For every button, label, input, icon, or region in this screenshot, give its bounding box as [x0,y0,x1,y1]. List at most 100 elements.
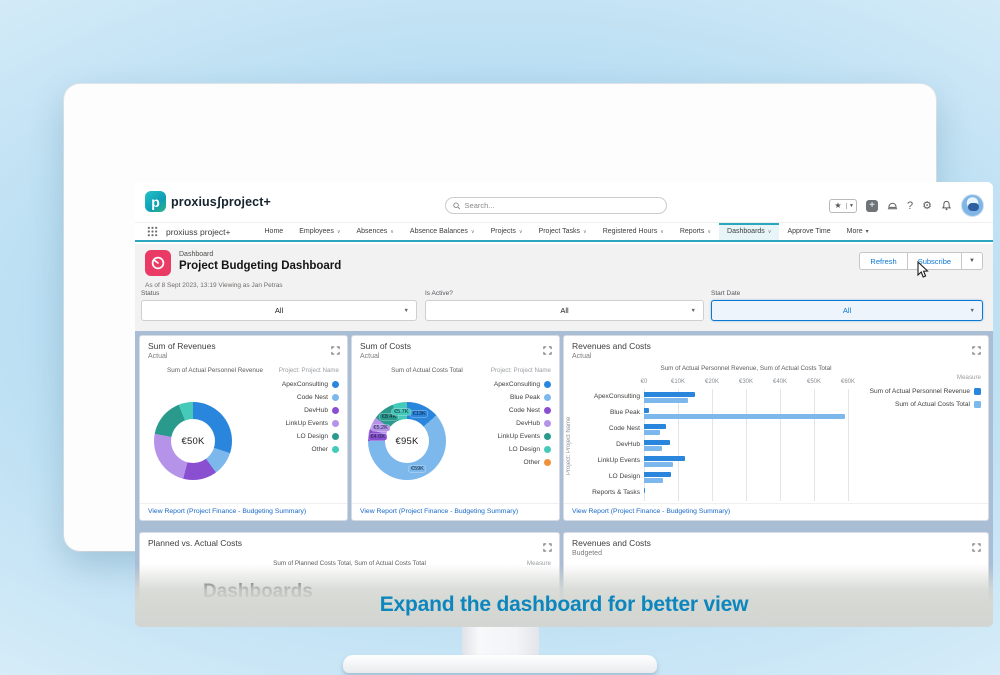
setup-gear-icon[interactable]: ⚙ [922,199,932,212]
expand-icon[interactable] [972,539,981,557]
tab-home[interactable]: Home [264,228,284,235]
category-labels: ApexConsulting Blue Peak Code Nest DevHub Li… [578,389,640,501]
donut-value-label: €5.2K [371,424,390,431]
legend-swatch [544,433,551,440]
card-subtitle: Actual [572,353,592,360]
notifications-bell-icon[interactable] [941,200,952,211]
favorites-star-icon[interactable]: ★ ▼ [829,198,857,213]
legend-swatch [332,407,339,414]
tab-dashboards[interactable]: Dashboards ∨ [719,223,780,240]
category-label-lo-design: LO Design [608,473,640,480]
legend-swatch [544,394,551,401]
legend-swatch [332,433,339,440]
legend-item-code-nest: Code Nest [494,404,551,417]
bar-sum-of-actual-personnel-revenue [644,407,650,413]
expand-icon[interactable] [543,342,552,360]
user-avatar[interactable] [961,194,984,217]
chevron-down-icon: ∨ [518,228,523,235]
chevron-down-icon: ∨ [336,228,341,235]
legend-item-apexconsulting: ApexConsulting [282,378,339,391]
chevron-down-icon: ▼ [969,307,975,314]
card-sum-of-revenues: Sum of Revenues Actual Sum of Actual Per… [139,335,348,521]
mouse-cursor [917,261,929,278]
tab-approve-time[interactable]: Approve Time [787,228,831,235]
legend-item-other: Other [282,443,339,456]
expand-icon[interactable] [543,539,552,557]
donut-value-label: €13K [410,411,428,417]
card-title: Revenues and Costs [572,538,651,548]
legend-item-sum-of-actual-personnel-revenue: Sum of Actual Personnel Revenue [870,385,981,398]
view-report-link[interactable]: View Report (Project Finance - Budgeting… [140,503,347,520]
page-category-label: Dashboard [179,251,214,258]
tab-reports[interactable]: Reports ∨ [679,228,712,235]
chevron-down-icon: ∨ [767,228,772,235]
brand-logo-icon: p [145,191,166,212]
x-tick: €30K [738,379,754,385]
legend-item-blue-peak: Blue Peak [494,391,551,404]
tab-employees[interactable]: Employees ∨ [299,228,341,235]
refresh-button[interactable]: Refresh [859,252,908,270]
chevron-down-icon: ▼ [403,307,409,314]
tab-absences[interactable]: Absences ∨ [356,228,394,235]
tab-projects[interactable]: Projects ∨ [490,228,523,235]
category-label-devhub: DevHub [616,441,640,448]
view-report-link[interactable]: View Report (Project Finance - Budgeting… [564,503,988,520]
quick-create-icon[interactable]: + [866,199,878,212]
app-launcher-icon[interactable] [147,226,158,237]
x-tick: €40K [772,379,787,385]
legend-title: Measure [956,374,981,381]
legend-item-sum-of-actual-costs-total: Sum of Actual Costs Total [870,398,981,411]
category-label-apexconsulting: ApexConsulting [593,393,640,400]
chevron-down-icon[interactable]: ▼ [846,202,856,209]
page-header: Dashboard Project Budgeting Dashboard As… [135,244,993,331]
x-axis-ticks: €0 €10K €20K €30K €40K €50K €60K [641,379,855,387]
bar-group-lo-design [644,469,848,485]
overlay-message: Expand the dashboard for better view [379,593,749,616]
legend-item-lo-design: LO Design [282,430,339,443]
category-label-reports-tasks: Reports & Tasks [592,489,640,496]
legend-item-lo-design: LO Design [494,443,551,456]
bar-sum-of-actual-costs-total [644,429,660,435]
search-input[interactable] [464,201,659,210]
filter-label-status: Status [141,290,160,297]
category-label-code-nest: Code Nest [608,425,640,432]
chevron-down-icon: ∨ [660,228,664,235]
legend-swatch [332,446,339,453]
tab-absence-balances[interactable]: Absence Balances ∨ [409,228,475,235]
legend-item-linkup-events: LinkUp Events [494,430,551,443]
card-title: Revenues and Costs [572,341,651,351]
filter-select-status[interactable]: All ▼ [141,300,417,321]
category-label-linkup-events: LinkUp Events [597,457,640,464]
header-icons: ★ ▼ + ? ⚙ [829,194,984,217]
tab-more[interactable]: More ▾ [846,228,869,235]
filter-select-is-active[interactable]: All ▼ [425,300,704,321]
tab-registered-hours[interactable]: Registered Hours ∨ [602,228,664,235]
guidance-center-icon[interactable] [887,200,898,211]
bar-group-linkup-events [644,453,848,469]
x-tick: €20K [704,379,719,385]
bar-sum-of-actual-costs-total [644,461,673,467]
bar-group-code-nest [644,421,848,437]
help-icon[interactable]: ? [907,199,914,212]
donut-total: €95K [385,419,429,463]
view-report-link[interactable]: View Report (Project Finance - Budgeting… [352,503,559,520]
expand-icon[interactable] [331,342,340,360]
y-axis-label: Project: Project Name [566,416,572,476]
bar-sum-of-actual-personnel-revenue [644,487,646,493]
legend-item-linkup-events: LinkUp Events [282,417,339,430]
card-title: Sum of Costs [360,341,412,351]
more-actions-button[interactable]: ▼ [962,252,983,270]
chevron-down-icon: ∨ [583,228,587,235]
filter-select-start-date[interactable]: All ▼ [711,300,983,321]
tab-project-tasks[interactable]: Project Tasks ∨ [538,228,587,235]
category-label-blue-peak: Blue Peak [609,409,640,416]
bar-group-reports-tasks [644,485,848,501]
global-search[interactable] [445,197,667,214]
bar-sum-of-actual-costs-total [644,445,662,451]
legend-item-other: Other [494,456,551,469]
filter-label-is-active: Is Active? [425,290,453,297]
revenues-donut-chart: €50K [154,402,232,480]
expand-icon[interactable] [972,342,981,360]
monitor-stand-base [343,655,657,673]
legend: Project: Project Name ApexConsulting Code… [279,367,339,456]
